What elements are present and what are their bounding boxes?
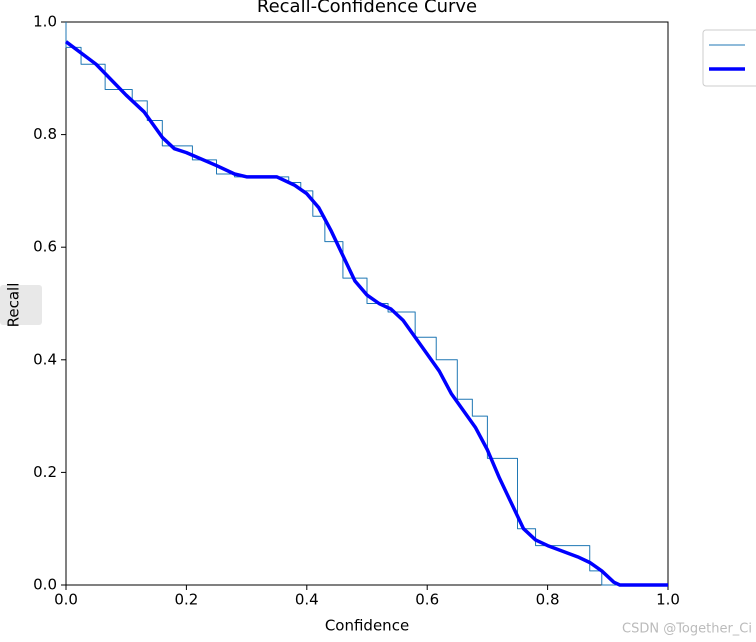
y-tick-label: 0.0 [33, 576, 57, 594]
y-axis-label: Recall [5, 283, 23, 328]
y-tick-label: 0.2 [33, 463, 57, 481]
chart-title: Recall-Confidence Curve [257, 0, 477, 17]
x-tick-label: 0.4 [295, 591, 319, 609]
x-tick-label: 0.6 [415, 591, 439, 609]
x-tick-label: 0.8 [536, 591, 560, 609]
x-tick-label: 0.0 [54, 591, 78, 609]
x-axis-label: Confidence [325, 617, 409, 635]
y-tick-label: 0.8 [33, 125, 57, 143]
y-tick-label: 1.0 [33, 13, 57, 31]
series-line [64, 40, 668, 587]
label-highlight [0, 285, 42, 325]
legend [702, 29, 756, 87]
y-tick-label: 0.4 [33, 350, 57, 368]
watermark: CSDN @Together_Ci [622, 622, 752, 637]
plot-frame [65, 21, 669, 586]
x-tick-label: 0.2 [174, 591, 198, 609]
x-tick-label: 1.0 [656, 591, 680, 609]
y-tick-label: 0.6 [33, 238, 57, 256]
series-line [65, 22, 668, 586]
